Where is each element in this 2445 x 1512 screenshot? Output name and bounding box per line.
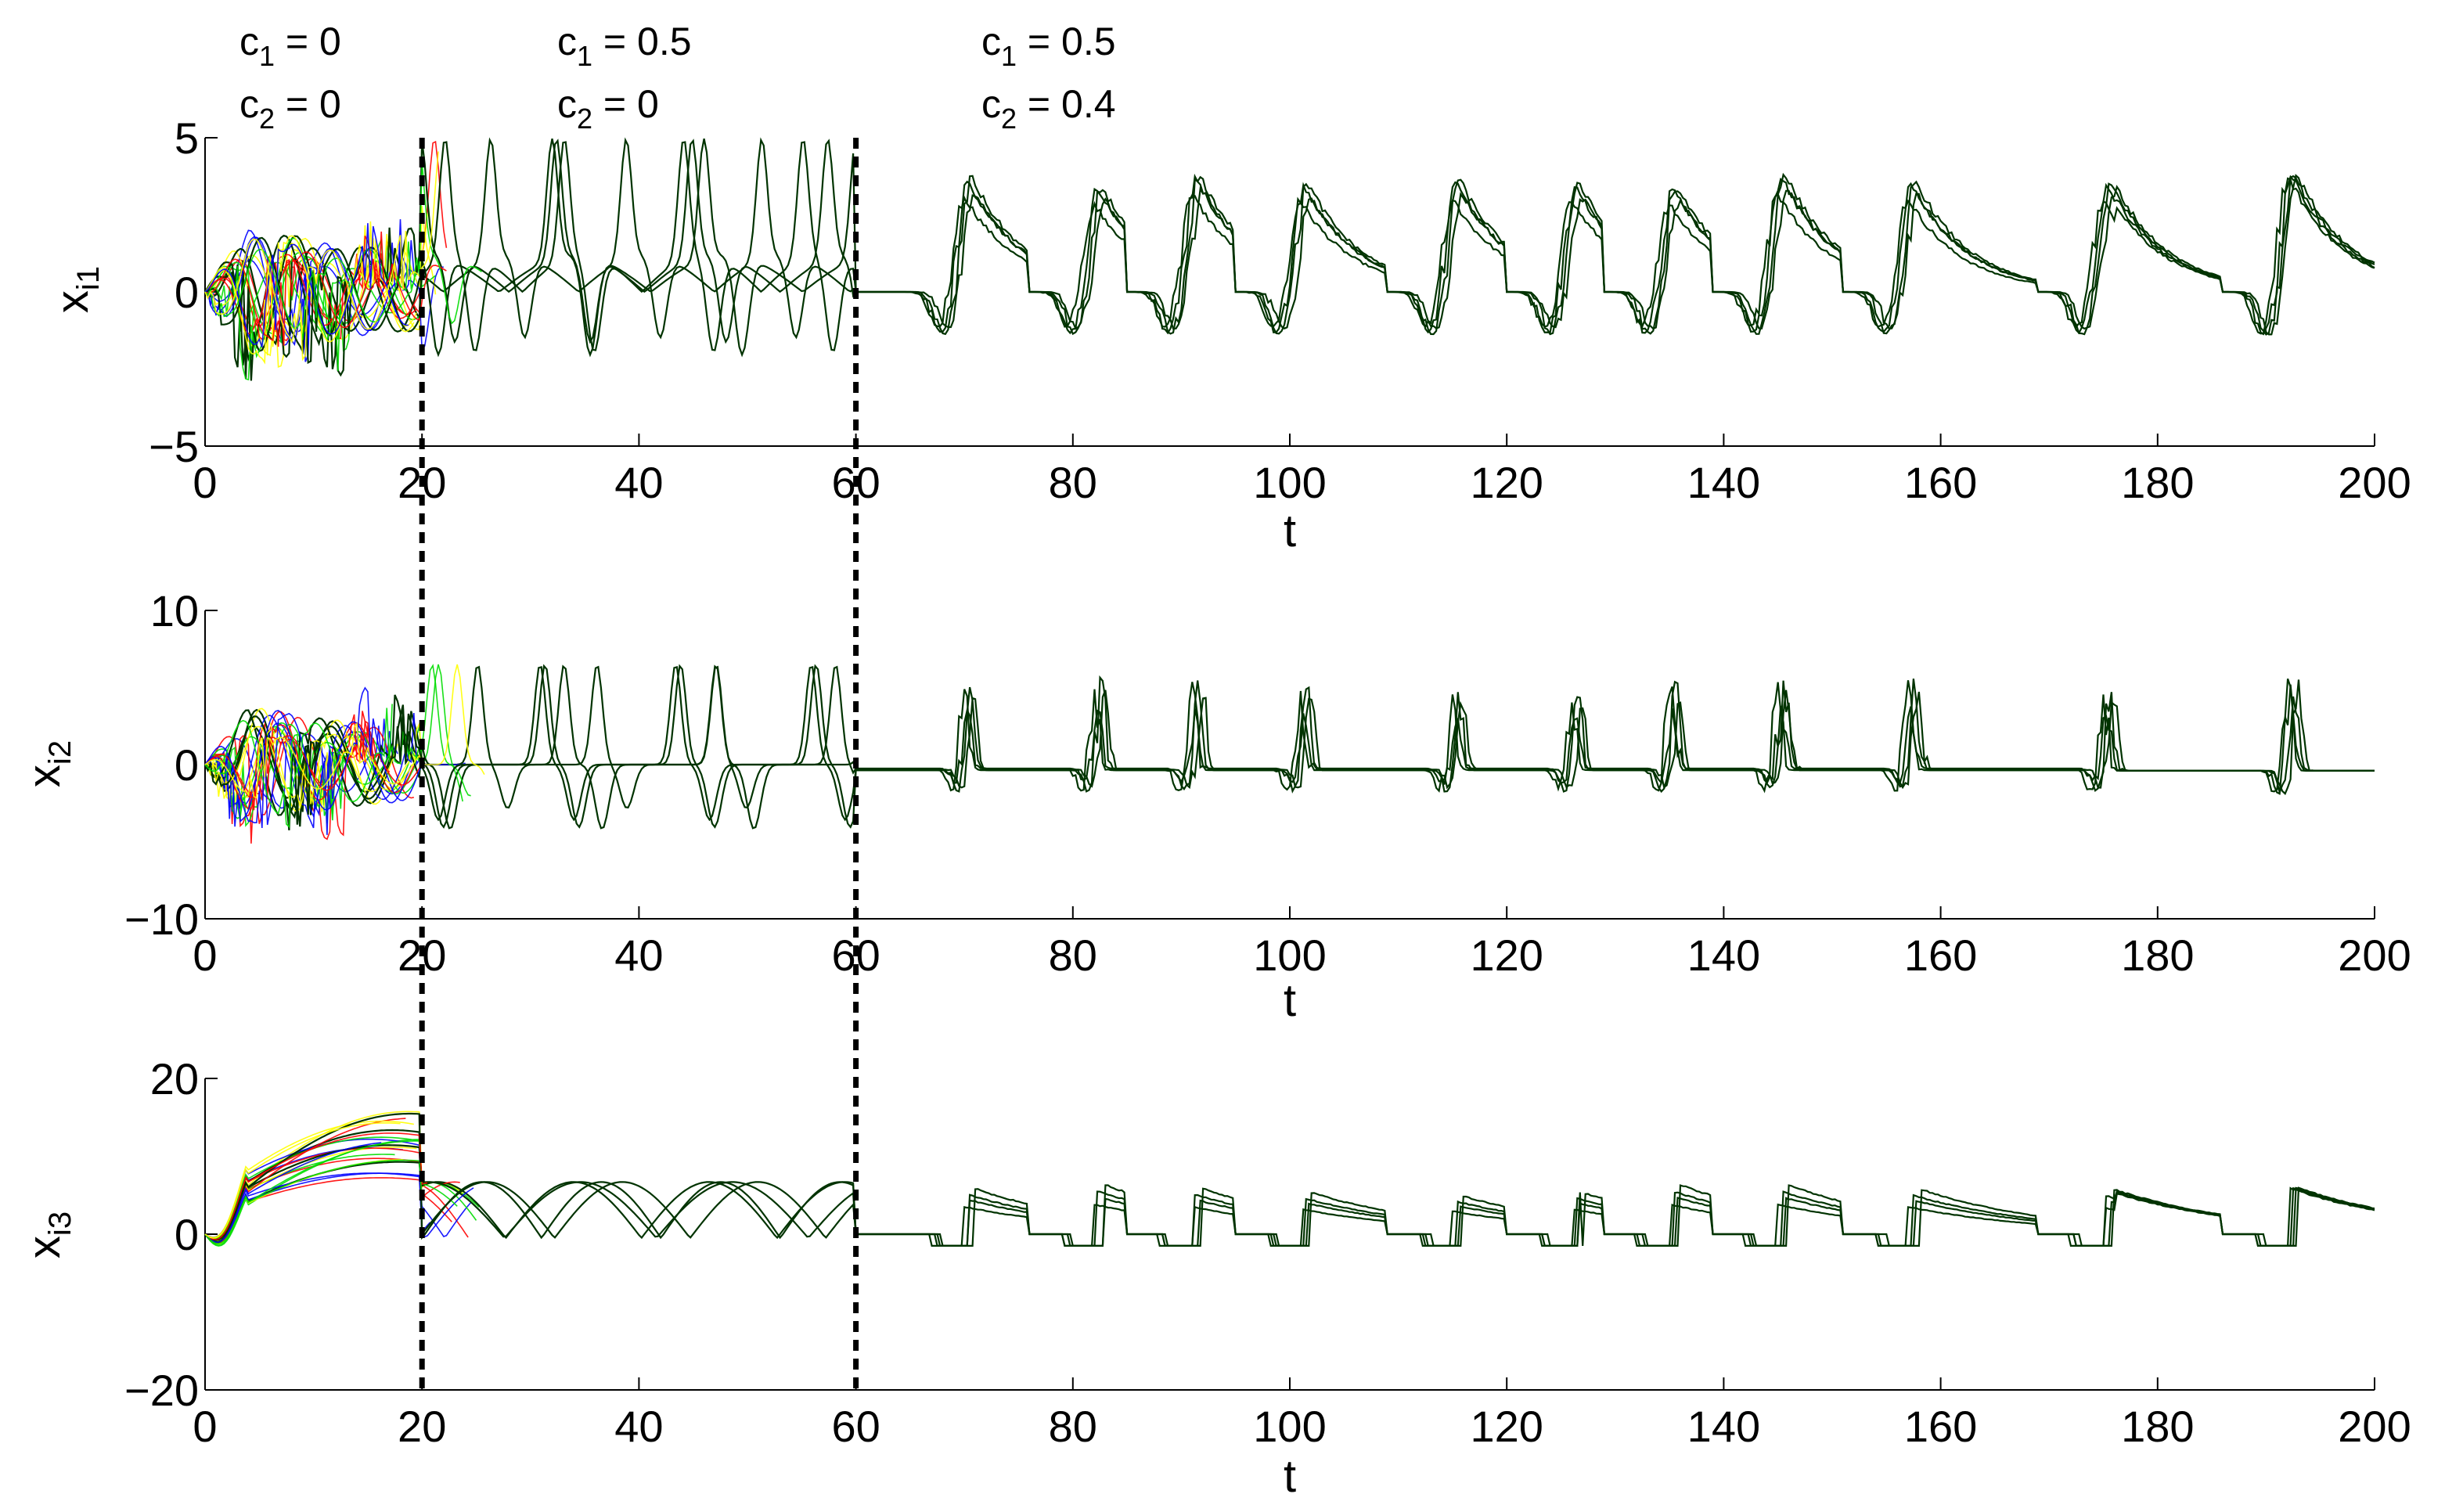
- y-tick-label: 0: [175, 740, 199, 790]
- annotation-phase-3-line-1: c1 = 0.5: [981, 20, 1116, 72]
- panel-x-i1: xi1 t 0 20 40 60 80 100 120 140 160 180 200−505: [47, 113, 2411, 556]
- y-tick-label: 10: [150, 586, 199, 635]
- x-tick-label: 200: [2338, 931, 2411, 980]
- x-tick-label: 0: [193, 931, 217, 980]
- series-line: [204, 665, 2375, 822]
- x-tick-label: 40: [614, 931, 663, 980]
- x-tick-label: 60: [831, 1402, 880, 1451]
- x-tick-label: 0: [193, 458, 217, 507]
- x-tick-label: 180: [2121, 1402, 2194, 1451]
- x-tick-label: 40: [614, 458, 663, 507]
- xlabel-panel-2: t: [1284, 975, 1296, 1026]
- xlabel-panel-3: t: [1284, 1451, 1296, 1502]
- y-tick-label: 0: [175, 1210, 199, 1259]
- series-line: [204, 664, 2375, 831]
- series-line: [204, 1172, 472, 1242]
- y-tick-label: 0: [175, 268, 199, 317]
- series-line: [204, 720, 423, 801]
- y-tick-label: 5: [175, 113, 199, 163]
- series-line: [204, 1144, 2375, 1247]
- x-tick-label: 160: [1904, 1402, 1977, 1451]
- y-tick-label: 20: [150, 1054, 199, 1103]
- y-tick-label: −5: [149, 422, 199, 471]
- series-line: [204, 704, 393, 829]
- x-tick-label: 200: [2338, 1402, 2411, 1451]
- series-line: [204, 1132, 428, 1240]
- x-tick-label: 140: [1687, 931, 1760, 980]
- y-tick-label: −10: [124, 895, 199, 944]
- series-line: [204, 236, 415, 362]
- ylabel-x-i2: xi2: [19, 740, 77, 787]
- series-line: [204, 139, 2375, 365]
- switch-time-lines: [419, 138, 859, 1390]
- ylabel-x-i1: xi1: [47, 266, 106, 313]
- x-tick-label: 160: [1904, 458, 1977, 507]
- x-tick-label: 180: [2121, 931, 2194, 980]
- series-line: [204, 1139, 480, 1247]
- series-line: [204, 137, 2375, 358]
- x-tick-label: 80: [1049, 931, 1097, 980]
- x-tick-label: 100: [1253, 458, 1326, 507]
- series-line: [204, 1142, 382, 1244]
- series-line: [204, 151, 439, 362]
- x-tick-label: 120: [1470, 458, 1543, 507]
- x-tick-label: 0: [193, 1402, 217, 1451]
- x-tick-label: 100: [1253, 931, 1326, 980]
- annotation-phase-2-line-1: c1 = 0.5: [557, 20, 692, 72]
- series-line: [204, 1161, 2375, 1247]
- coupling-annotations: c1 = 0 c2 = 0 c1 = 0.5 c2 = 0 c1 = 0.5 c…: [239, 20, 1116, 135]
- x-tick-label: 80: [1049, 458, 1097, 507]
- series-line: [204, 1159, 423, 1244]
- series-line: [204, 1112, 2375, 1247]
- ylabel-x-i3: xi3: [19, 1211, 77, 1258]
- x-tick-label: 160: [1904, 931, 1977, 980]
- annotation-phase-3-line-2: c2 = 0.4: [981, 82, 1116, 135]
- x-tick-label: 120: [1470, 1402, 1543, 1451]
- xlabel-panel-1: t: [1284, 506, 1296, 556]
- x-tick-label: 100: [1253, 1402, 1326, 1451]
- x-tick-label: 20: [398, 1402, 446, 1451]
- annotation-phase-2-line-2: c2 = 0: [557, 82, 659, 135]
- y-tick-label: −20: [124, 1366, 199, 1415]
- x-tick-label: 120: [1470, 931, 1543, 980]
- x-tick-label: 140: [1687, 458, 1760, 507]
- series-line: [204, 161, 482, 340]
- series-line: [204, 1172, 474, 1243]
- annotation-phase-1-line-2: c2 = 0: [239, 82, 341, 135]
- series-line: [204, 138, 2375, 381]
- annotation-phase-1-line-1: c1 = 0: [239, 20, 341, 72]
- series-line: [204, 1122, 401, 1239]
- x-tick-label: 140: [1687, 1402, 1760, 1451]
- series-line: [204, 1129, 2375, 1247]
- x-tick-label: 180: [2121, 458, 2194, 507]
- series-line: [204, 231, 447, 347]
- series-line: [204, 725, 398, 807]
- series-line: [204, 686, 441, 829]
- series-line: [204, 664, 485, 799]
- x-tick-label: 40: [614, 1402, 663, 1451]
- series-line: [204, 1120, 414, 1239]
- x-tick-label: 200: [2338, 458, 2411, 507]
- x-tick-label: 80: [1049, 1402, 1097, 1451]
